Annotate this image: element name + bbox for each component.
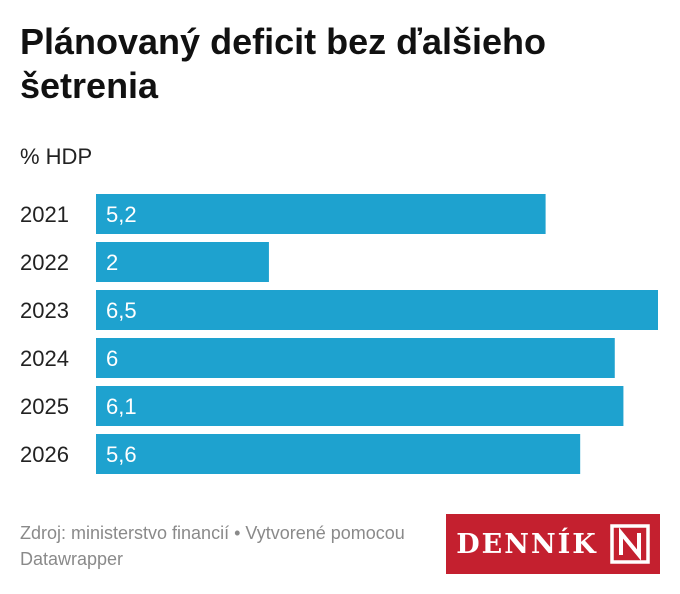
bar: [96, 242, 269, 282]
bar-value-label: 5,2: [106, 202, 137, 227]
bar: [96, 194, 546, 234]
bar: [96, 386, 624, 426]
category-label: 2022: [20, 250, 69, 275]
dennik-n-logo[interactable]: DENNÍK: [446, 514, 660, 574]
bar-value-label: 5,6: [106, 442, 137, 467]
category-label: 2021: [20, 202, 69, 227]
category-label: 2025: [20, 394, 69, 419]
category-label: 2026: [20, 442, 69, 467]
bar-value-label: 6,1: [106, 394, 137, 419]
bar: [96, 290, 658, 330]
bar-value-label: 6: [106, 346, 118, 371]
bar: [96, 338, 615, 378]
source-note: Zdroj: ministerstvo financií • Vytvorené…: [20, 523, 405, 569]
logo-wordmark: DENNÍK: [456, 528, 598, 560]
bar-value-label: 6,5: [106, 298, 137, 323]
chart-title: Plánovaný deficit bez ďalšieho šetrenia: [20, 21, 547, 106]
bar: [96, 434, 581, 474]
bar-value-label: 2: [106, 250, 118, 275]
logo-n-mark-icon: [609, 524, 650, 564]
category-label: 2023: [20, 298, 69, 323]
bar-chart: 2021 5,2 2022 2 2023 6,5 2024 6 2025 6,1 2026 5,6: [20, 194, 658, 474]
chart-subtitle: % HDP: [20, 144, 93, 169]
category-label: 2024: [20, 346, 69, 371]
